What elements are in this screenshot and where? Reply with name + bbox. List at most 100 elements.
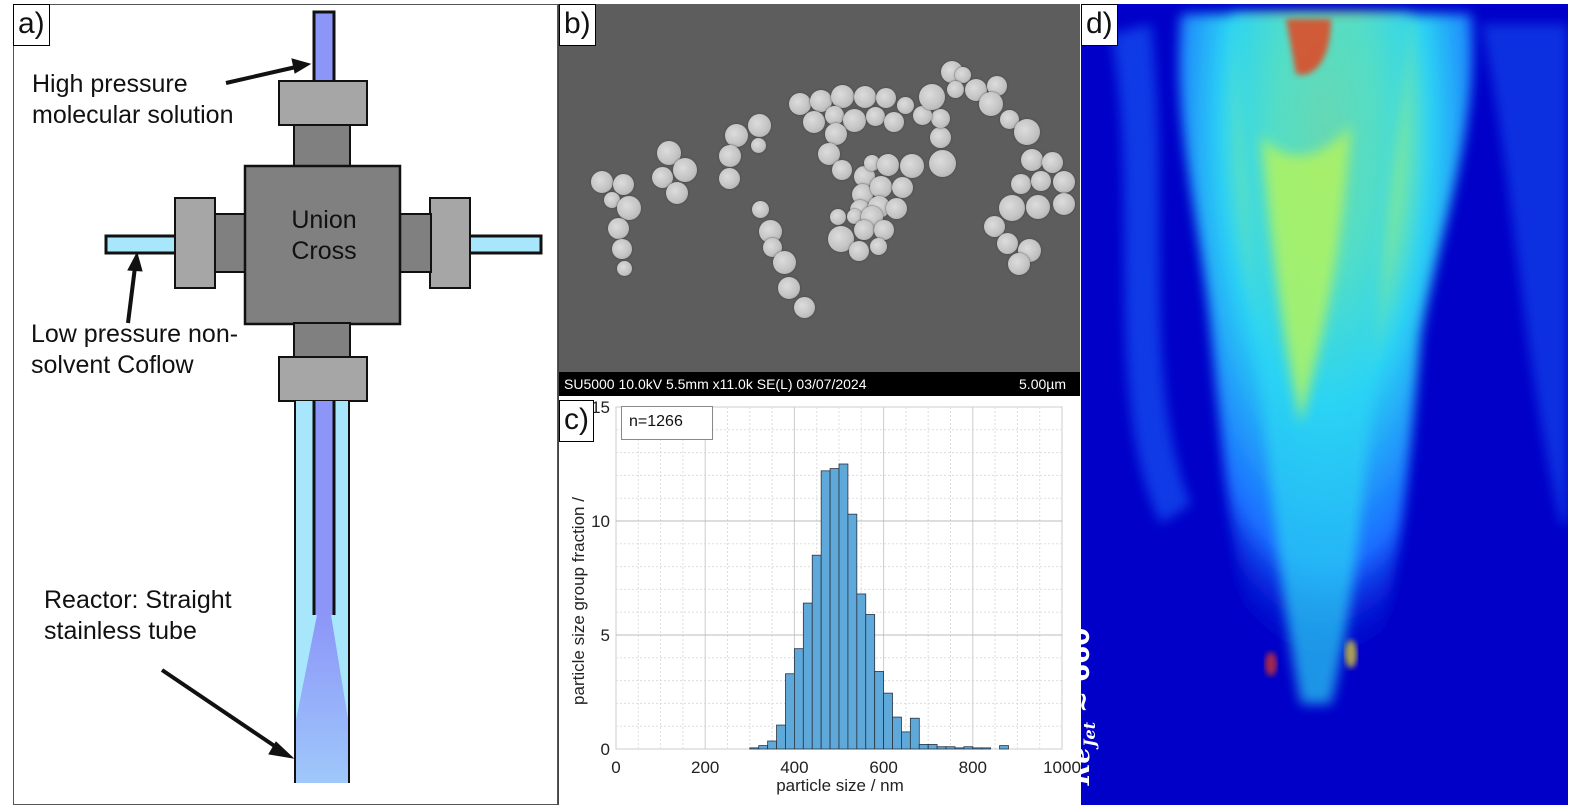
particle — [772, 250, 796, 274]
particle — [1053, 171, 1075, 193]
particle — [747, 113, 771, 137]
histogram-bar — [776, 724, 786, 750]
panel-a-label: a) — [13, 4, 50, 46]
particle — [864, 155, 880, 171]
label-reactor: Reactor: Straight stainless tube — [44, 586, 232, 646]
particle — [846, 208, 862, 224]
particle — [999, 109, 1019, 129]
particle — [758, 219, 782, 243]
mixing-plume — [295, 615, 349, 783]
particle — [1008, 253, 1030, 275]
histogram-bar — [981, 747, 992, 750]
label-union-cross: Union Cross — [291, 206, 357, 266]
sem-parameters: SU5000 10.0kV 5.5mm x11.0k SE(L) 03/07/2… — [564, 376, 867, 392]
particle — [876, 88, 896, 108]
panel-b-sem-image: b) SU5000 10.0kV 5.5mm x11.0k SE(L) 03/0… — [558, 4, 1080, 396]
particle — [789, 93, 811, 115]
histogram-bar — [838, 463, 849, 750]
particle — [900, 154, 924, 178]
particle — [724, 123, 748, 147]
particle — [612, 173, 634, 195]
particle — [762, 237, 782, 257]
sample-count: n=1266 — [629, 413, 683, 430]
scale-bar-label: 5.00µm — [1019, 376, 1066, 392]
legend-box: n=1266 — [621, 406, 713, 440]
particle — [604, 192, 620, 208]
particle — [1011, 174, 1031, 194]
histogram-bar — [901, 731, 911, 750]
particle — [651, 166, 673, 188]
sem-info-bar: SU5000 10.0kV 5.5mm x11.0k SE(L) 03/07/2… — [559, 372, 1080, 396]
y-tick-label: 0 — [601, 740, 610, 759]
particle — [825, 123, 847, 145]
particle — [612, 239, 632, 259]
particle — [1026, 195, 1050, 219]
y-axis-label: particle size group fraction / — [569, 497, 588, 705]
histogram-bar — [767, 740, 777, 750]
particle — [810, 90, 832, 112]
particle — [885, 197, 907, 219]
label-low-pressure-coflow: Low pressure non- solvent Coflow — [31, 320, 239, 380]
particle — [979, 92, 1003, 116]
panel-d-jet-visualization: d) ReJet ≈ 660 — [1081, 4, 1568, 805]
histogram-bar — [963, 746, 974, 750]
jet-concentration-field — [1111, 14, 1568, 794]
histogram-bar — [793, 648, 804, 750]
particle — [719, 145, 741, 167]
particle — [718, 167, 740, 189]
x-tick-label: 400 — [780, 758, 808, 777]
histogram-bar — [954, 747, 965, 750]
particle — [946, 80, 964, 98]
particle — [617, 196, 641, 220]
panel-c-label: c) — [559, 400, 594, 442]
histogram-bar — [829, 468, 840, 750]
particle — [1031, 171, 1051, 191]
histogram-bar — [972, 747, 983, 750]
particle — [1021, 149, 1043, 171]
particle — [896, 96, 914, 114]
particle — [666, 182, 688, 204]
x-tick-label: 200 — [691, 758, 719, 777]
union-cross-body — [243, 164, 402, 326]
x-tick-label: 600 — [869, 758, 897, 777]
particle — [884, 112, 904, 132]
y-tick-label: 15 — [591, 398, 610, 417]
y-tick-label: 10 — [591, 512, 610, 531]
particle — [607, 217, 629, 239]
particle — [793, 296, 815, 318]
x-axis-label: particle size / nm — [776, 776, 904, 795]
particle — [591, 171, 613, 193]
particle — [849, 241, 869, 261]
particle — [830, 209, 846, 225]
inner-tube-top — [312, 10, 336, 86]
particle — [874, 220, 894, 240]
histogram-bar — [802, 602, 813, 750]
particle — [983, 215, 1005, 237]
particle — [987, 76, 1007, 96]
panel-a-reactor-diagram: a) — [13, 4, 558, 805]
histogram-plot: 0 200 400 600 800 1000 0 5 10 15 — [591, 398, 1081, 777]
particle — [673, 158, 697, 182]
histogram-bar — [856, 593, 867, 750]
particle — [1053, 193, 1075, 215]
histogram-bar — [909, 717, 920, 750]
particle — [955, 67, 971, 83]
particle — [750, 137, 766, 153]
histogram-bar — [785, 673, 795, 750]
particle — [912, 105, 932, 125]
x-tick-label: 800 — [959, 758, 987, 777]
particle — [930, 108, 950, 128]
particle — [832, 160, 852, 180]
particle — [854, 220, 874, 240]
histogram-bar — [883, 692, 893, 750]
histogram-bar — [865, 614, 876, 750]
histogram-bar — [918, 744, 929, 750]
particle — [778, 277, 800, 299]
histogram-bar — [999, 745, 1009, 750]
particle — [854, 86, 876, 108]
particle — [928, 149, 956, 177]
particle — [616, 260, 632, 276]
histogram-bar — [758, 745, 769, 750]
y-tick-label: 5 — [601, 626, 610, 645]
histogram-bar — [874, 671, 884, 750]
